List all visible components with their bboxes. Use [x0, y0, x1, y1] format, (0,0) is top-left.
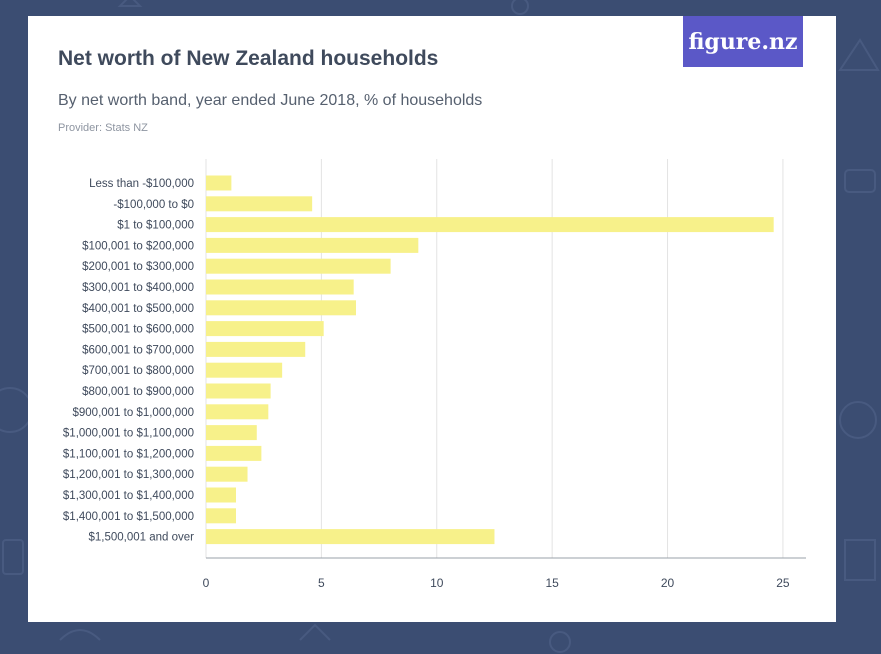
- bar[interactable]: [206, 362, 283, 378]
- bars: [206, 175, 774, 545]
- bar[interactable]: [206, 300, 356, 316]
- x-tick-label: 20: [661, 576, 675, 590]
- x-tick-label: 25: [776, 576, 790, 590]
- category-label: $1,400,001 to $1,500,000: [63, 511, 194, 523]
- category-label: -$100,000 to $0: [113, 199, 194, 211]
- category-label: $400,001 to $500,000: [82, 303, 194, 315]
- x-tick-label: 10: [430, 576, 444, 590]
- bar[interactable]: [206, 237, 419, 253]
- category-label: $100,001 to $200,000: [82, 240, 194, 252]
- bar[interactable]: [206, 508, 236, 524]
- bar[interactable]: [206, 487, 236, 503]
- category-label: $600,001 to $700,000: [82, 344, 194, 356]
- figure-nz-logo[interactable]: figure.nz: [683, 16, 803, 67]
- x-tick-label: 15: [545, 576, 559, 590]
- bar[interactable]: [206, 529, 495, 545]
- chart-title: Net worth of New Zealand households: [58, 47, 439, 70]
- category-label: Less than -$100,000: [89, 178, 194, 190]
- bar[interactable]: [206, 196, 313, 212]
- category-label: $1,500,001 and over: [88, 532, 194, 544]
- x-axis-ticks: 0 5 10 15 20 25: [203, 576, 790, 590]
- bar[interactable]: [206, 175, 232, 191]
- bar[interactable]: [206, 466, 248, 482]
- bar[interactable]: [206, 217, 774, 233]
- x-tick-label: 0: [203, 576, 210, 590]
- category-label: $1,100,001 to $1,200,000: [63, 448, 194, 460]
- category-label: $1,000,001 to $1,100,000: [63, 428, 194, 440]
- category-labels: Less than -$100,000 -$100,000 to $0 $1 to …: [63, 178, 194, 544]
- category-label: $1,200,001 to $1,300,000: [63, 469, 194, 481]
- provider-credit: Provider: Stats NZ: [58, 122, 148, 134]
- chart-subtitle: By net worth band, year ended June 2018,…: [58, 92, 483, 109]
- bar[interactable]: [206, 321, 324, 337]
- category-label: $900,001 to $1,000,000: [72, 407, 194, 419]
- bar[interactable]: [206, 258, 391, 274]
- category-label: $200,001 to $300,000: [82, 261, 194, 273]
- x-tick-label: 5: [318, 576, 325, 590]
- bar-chart: Less than -$100,000 -$100,000 to $0 $1 to …: [63, 159, 806, 590]
- bar[interactable]: [206, 445, 262, 461]
- bar[interactable]: [206, 404, 269, 420]
- category-label: $500,001 to $600,000: [82, 324, 194, 336]
- category-label: $1 to $100,000: [117, 220, 194, 232]
- bar[interactable]: [206, 425, 257, 441]
- category-label: $800,001 to $900,000: [82, 386, 194, 398]
- bar[interactable]: [206, 279, 354, 295]
- chart-card: Net worth of New Zealand households By n…: [28, 16, 836, 622]
- category-label: $700,001 to $800,000: [82, 365, 194, 377]
- category-label: $1,300,001 to $1,400,000: [63, 490, 194, 502]
- bar[interactable]: [206, 383, 271, 399]
- bar[interactable]: [206, 341, 306, 357]
- category-label: $300,001 to $400,000: [82, 282, 194, 294]
